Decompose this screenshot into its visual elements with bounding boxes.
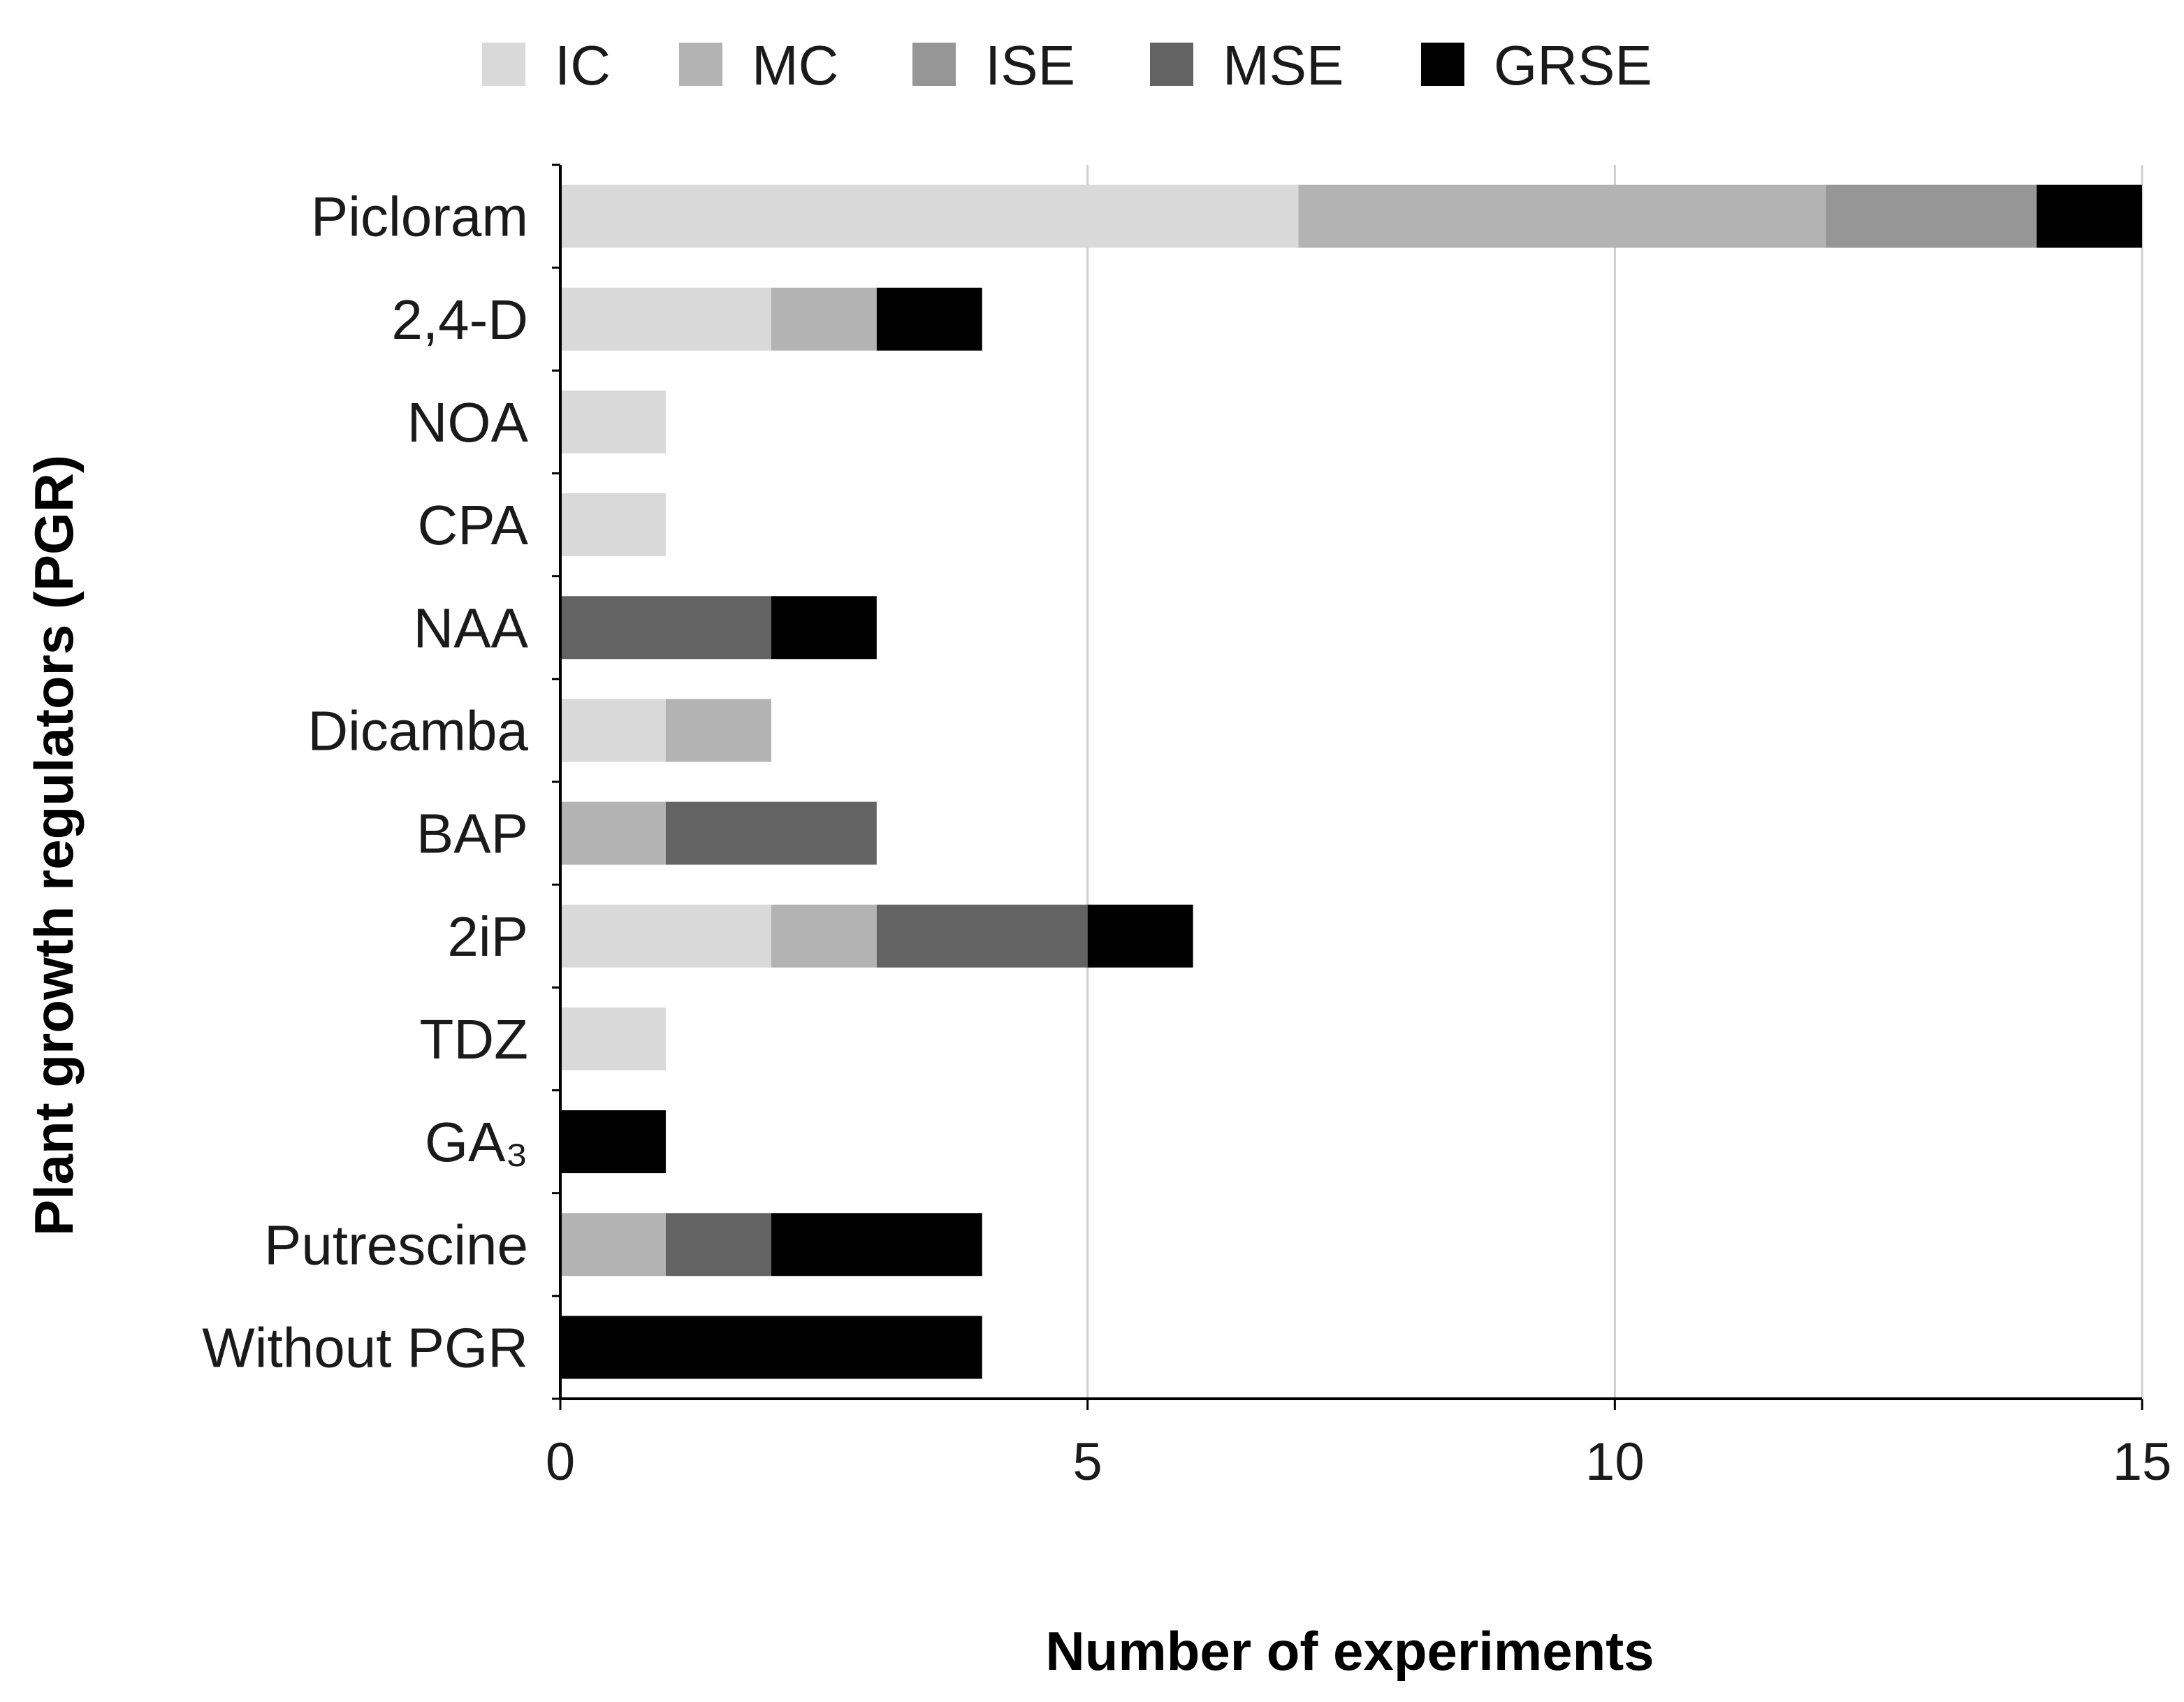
legend-label-ise: ISE [985,34,1075,96]
legend-item-grse: GRSE [1421,34,1652,96]
axes [552,163,2143,1410]
bar-picloram-ise [1826,184,2037,248]
bar-cpa-ic [560,493,666,557]
legend-swatch-mc [679,43,722,86]
legend-label-mc: MC [752,34,838,96]
bar-tdz-ic [560,1007,666,1070]
category-label-tdz: TDZ [419,1008,528,1070]
category-label-without-pgr: Without PGR [202,1316,528,1379]
category-label-ga: GA₃ [425,1111,528,1173]
bar-picloram-mc [1298,184,1826,248]
y-axis-title: Plant growth regulators (PGR) [23,455,85,1236]
legend-swatch-mse [1150,43,1193,86]
bar-picloram-grse [2037,184,2142,248]
category-label-dicamba: Dicamba [307,699,528,762]
legend-swatch-ic [482,43,525,86]
category-labels: Picloram 2,4-D NOA CPA NAA Dicamba BAP 2iP TDZ GA… [202,186,528,1379]
legend-label-ic: IC [555,34,611,96]
category-label-putrescine: Putrescine [264,1214,528,1276]
bar-2ip-mse [876,904,1088,968]
legend-swatch-ise [912,43,956,86]
bar-2-4-d-mc [771,287,877,351]
category-label-cpa: CPA [417,494,528,556]
category-label-bap: BAP [416,803,528,865]
bar-dicamba-mc [665,699,771,762]
bar-without-pgr-grse [560,1316,982,1379]
bar-naa-grse [771,596,877,660]
legend: IC MC ISE MSE GRSE [482,34,1652,96]
x-tick-label-5: 5 [1073,1432,1102,1492]
category-label-naa: NAA [414,597,529,659]
bars [560,184,2142,1379]
gridlines [1086,165,2143,1399]
bar-putrescine-mse [665,1213,771,1276]
bar-putrescine-grse [771,1213,982,1276]
bar-bap-mc [560,801,666,865]
bar-2-4-d-grse [876,287,982,351]
legend-label-grse: GRSE [1494,34,1652,96]
legend-item-ise: ISE [912,34,1075,96]
legend-item-ic: IC [482,34,611,96]
category-label-2-4-d: 2,4-D [391,289,528,351]
bar-ga-grse [560,1110,666,1174]
bar-naa-mse [560,596,771,660]
bar-bap-mse [665,801,877,865]
x-axis-title: Number of experiments [1045,1620,1654,1682]
bar-2ip-ic [560,904,771,968]
category-label-2ip: 2iP [447,905,528,968]
x-tick-label-0: 0 [546,1432,575,1492]
bar-picloram-ic [560,184,1299,248]
bar-putrescine-mc [560,1213,666,1276]
bar-dicamba-ic [560,699,666,762]
x-tick-label-10: 10 [1585,1432,1645,1492]
bar-2ip-grse [1087,904,1193,968]
x-tick-labels: 0 5 10 15 [546,1432,2171,1492]
bar-2-4-d-ic [560,287,771,351]
bar-noa-ic [560,390,666,453]
legend-item-mc: MC [679,34,838,96]
bar-2ip-mc [771,904,877,968]
x-tick-label-15: 15 [2113,1432,2172,1492]
category-label-noa: NOA [407,391,529,453]
legend-item-mse: MSE [1150,34,1344,96]
legend-swatch-grse [1421,43,1464,86]
legend-label-mse: MSE [1223,34,1344,96]
category-label-picloram: Picloram [311,186,528,248]
